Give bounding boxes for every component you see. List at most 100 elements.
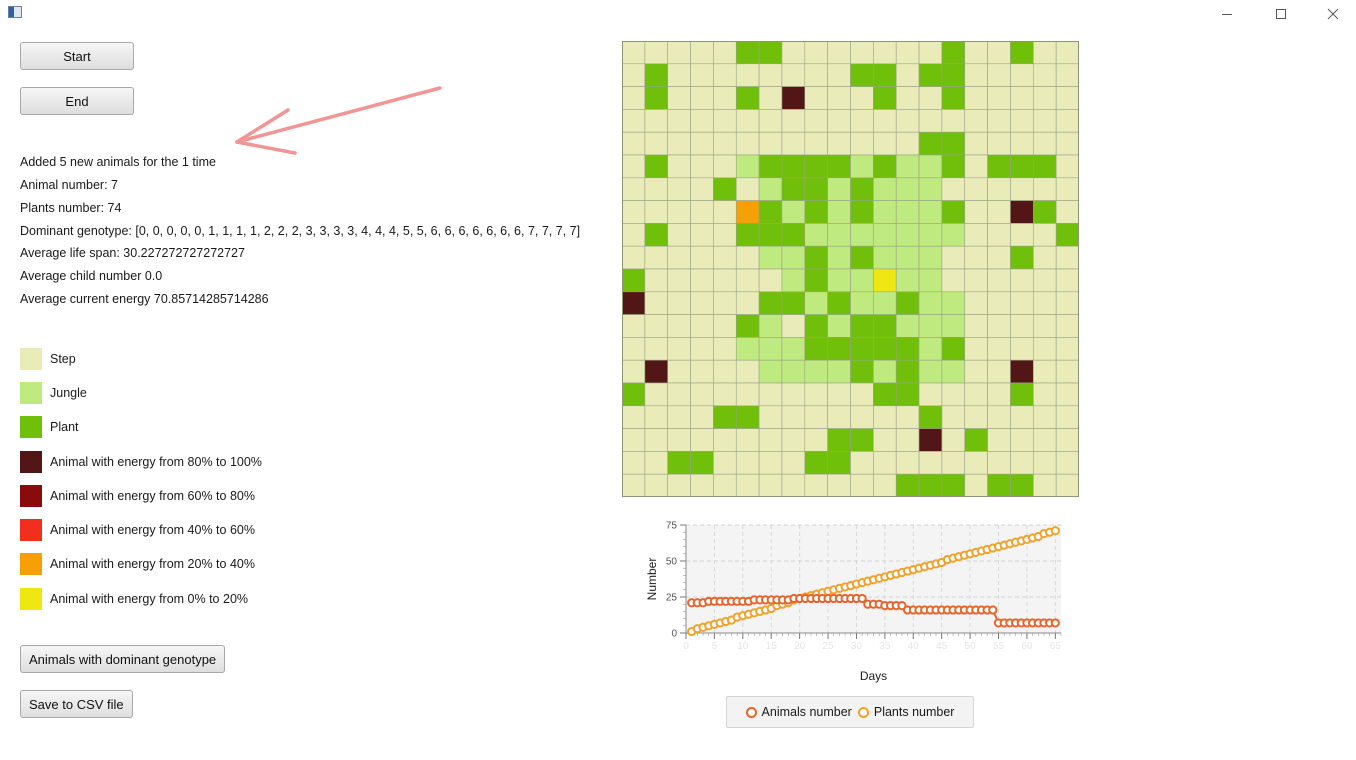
map-cell-jungle[interactable] [735, 154, 760, 179]
map-cell-step[interactable] [873, 428, 897, 452]
map-cell-plant[interactable] [644, 223, 669, 247]
map-cell-step[interactable] [667, 154, 691, 179]
map-cell-step[interactable] [804, 86, 828, 110]
map-cell-step[interactable] [781, 41, 806, 65]
map-cell-step[interactable] [873, 405, 897, 429]
map-cell-step[interactable] [941, 177, 966, 201]
map-cell-step[interactable] [690, 359, 714, 384]
map-cell-step[interactable] [667, 359, 691, 384]
map-cell-plant[interactable] [827, 291, 851, 315]
map-cell-step[interactable] [987, 314, 1011, 338]
map-cell-step[interactable] [713, 428, 737, 452]
map-cell-step[interactable] [690, 473, 714, 497]
map-cell-plant[interactable] [622, 382, 646, 407]
map-cell-step[interactable] [735, 268, 760, 293]
map-cell-step[interactable] [1055, 131, 1079, 156]
map-cell-step[interactable] [667, 109, 691, 133]
map-cell-step[interactable] [827, 473, 851, 497]
map-cell-step[interactable] [873, 451, 897, 475]
map-cell-jungle[interactable] [827, 314, 851, 338]
map-cell-step[interactable] [667, 223, 691, 247]
map-cell-step[interactable] [987, 291, 1011, 315]
map-cell-step[interactable] [918, 451, 943, 475]
map-cell-plant[interactable] [781, 291, 806, 315]
map-cell-step[interactable] [987, 63, 1011, 87]
save-csv-button[interactable]: Save to CSV file [20, 690, 133, 718]
map-cell-step[interactable] [690, 245, 714, 270]
map-cell-step[interactable] [873, 473, 897, 497]
map-cell-plant[interactable] [873, 63, 897, 87]
map-cell-step[interactable] [667, 177, 691, 201]
map-cell-step[interactable] [895, 451, 920, 475]
map-cell-step[interactable] [964, 245, 988, 270]
map-cell-jungle[interactable] [873, 245, 897, 270]
map-cell-step[interactable] [713, 131, 737, 156]
map-cell-step[interactable] [1055, 405, 1079, 429]
map-cell-step[interactable] [895, 41, 920, 65]
map-cell-step[interactable] [713, 223, 737, 247]
map-cell-step[interactable] [1032, 291, 1057, 315]
map-cell-step[interactable] [987, 337, 1011, 361]
map-cell-plant[interactable] [850, 245, 874, 270]
map-cell-step[interactable] [941, 428, 966, 452]
map-cell-step[interactable] [1032, 314, 1057, 338]
map-cell-step[interactable] [804, 382, 828, 407]
map-cell-step[interactable] [1010, 268, 1034, 293]
map-cell-step[interactable] [758, 268, 783, 293]
map-cell-step[interactable] [964, 359, 988, 384]
map-cell-jungle[interactable] [850, 154, 874, 179]
map-cell-step[interactable] [804, 41, 828, 65]
map-cell-step[interactable] [850, 131, 874, 156]
map-cell-step[interactable] [781, 131, 806, 156]
map-cell-step[interactable] [690, 337, 714, 361]
map-cell-step[interactable] [827, 405, 851, 429]
map-cell-step[interactable] [667, 405, 691, 429]
map-cell-plant[interactable] [850, 359, 874, 384]
map-cell-step[interactable] [644, 337, 669, 361]
map-cell-step[interactable] [1032, 223, 1057, 247]
map-cell-plant[interactable] [850, 314, 874, 338]
map-cell-step[interactable] [1032, 86, 1057, 110]
map-cell-plant[interactable] [895, 473, 920, 497]
map-cell-step[interactable] [1032, 473, 1057, 497]
map-cell-step[interactable] [644, 245, 669, 270]
map-cell-step[interactable] [667, 131, 691, 156]
map-cell-plant[interactable] [758, 200, 783, 224]
map-cell-step[interactable] [964, 473, 988, 497]
map-cell-step[interactable] [987, 405, 1011, 429]
map-cell-step[interactable] [1010, 86, 1034, 110]
map-cell-step[interactable] [987, 177, 1011, 201]
map-cell-step[interactable] [781, 63, 806, 87]
map-cell-plant[interactable] [941, 200, 966, 224]
map-cell-jungle[interactable] [941, 359, 966, 384]
map-cell-jungle[interactable] [827, 359, 851, 384]
map-cell-step[interactable] [1055, 177, 1079, 201]
map-cell-plant[interactable] [735, 41, 760, 65]
map-cell-step[interactable] [690, 382, 714, 407]
map-cell-jungle[interactable] [918, 337, 943, 361]
map-cell-step[interactable] [1055, 86, 1079, 110]
map-cell-step[interactable] [644, 200, 669, 224]
map-cell-step[interactable] [1010, 405, 1034, 429]
map-cell-plant[interactable] [873, 86, 897, 110]
map-cell-plant[interactable] [735, 223, 760, 247]
map-cell-step[interactable] [804, 428, 828, 452]
map-cell-step[interactable] [781, 405, 806, 429]
map-cell-step[interactable] [895, 428, 920, 452]
map-cell-step[interactable] [827, 382, 851, 407]
map-cell-animal-80-100[interactable] [622, 291, 646, 315]
map-cell-step[interactable] [941, 405, 966, 429]
map-cell-plant[interactable] [918, 63, 943, 87]
map-cell-plant[interactable] [804, 245, 828, 270]
map-cell-step[interactable] [781, 382, 806, 407]
map-cell-step[interactable] [644, 405, 669, 429]
map-cell-step[interactable] [1010, 337, 1034, 361]
map-cell-step[interactable] [1055, 337, 1079, 361]
map-cell-step[interactable] [804, 405, 828, 429]
map-cell-step[interactable] [713, 63, 737, 87]
map-cell-step[interactable] [850, 405, 874, 429]
map-cell-step[interactable] [987, 245, 1011, 270]
map-cell-plant[interactable] [758, 223, 783, 247]
map-cell-plant[interactable] [804, 154, 828, 179]
map-cell-plant[interactable] [804, 337, 828, 361]
